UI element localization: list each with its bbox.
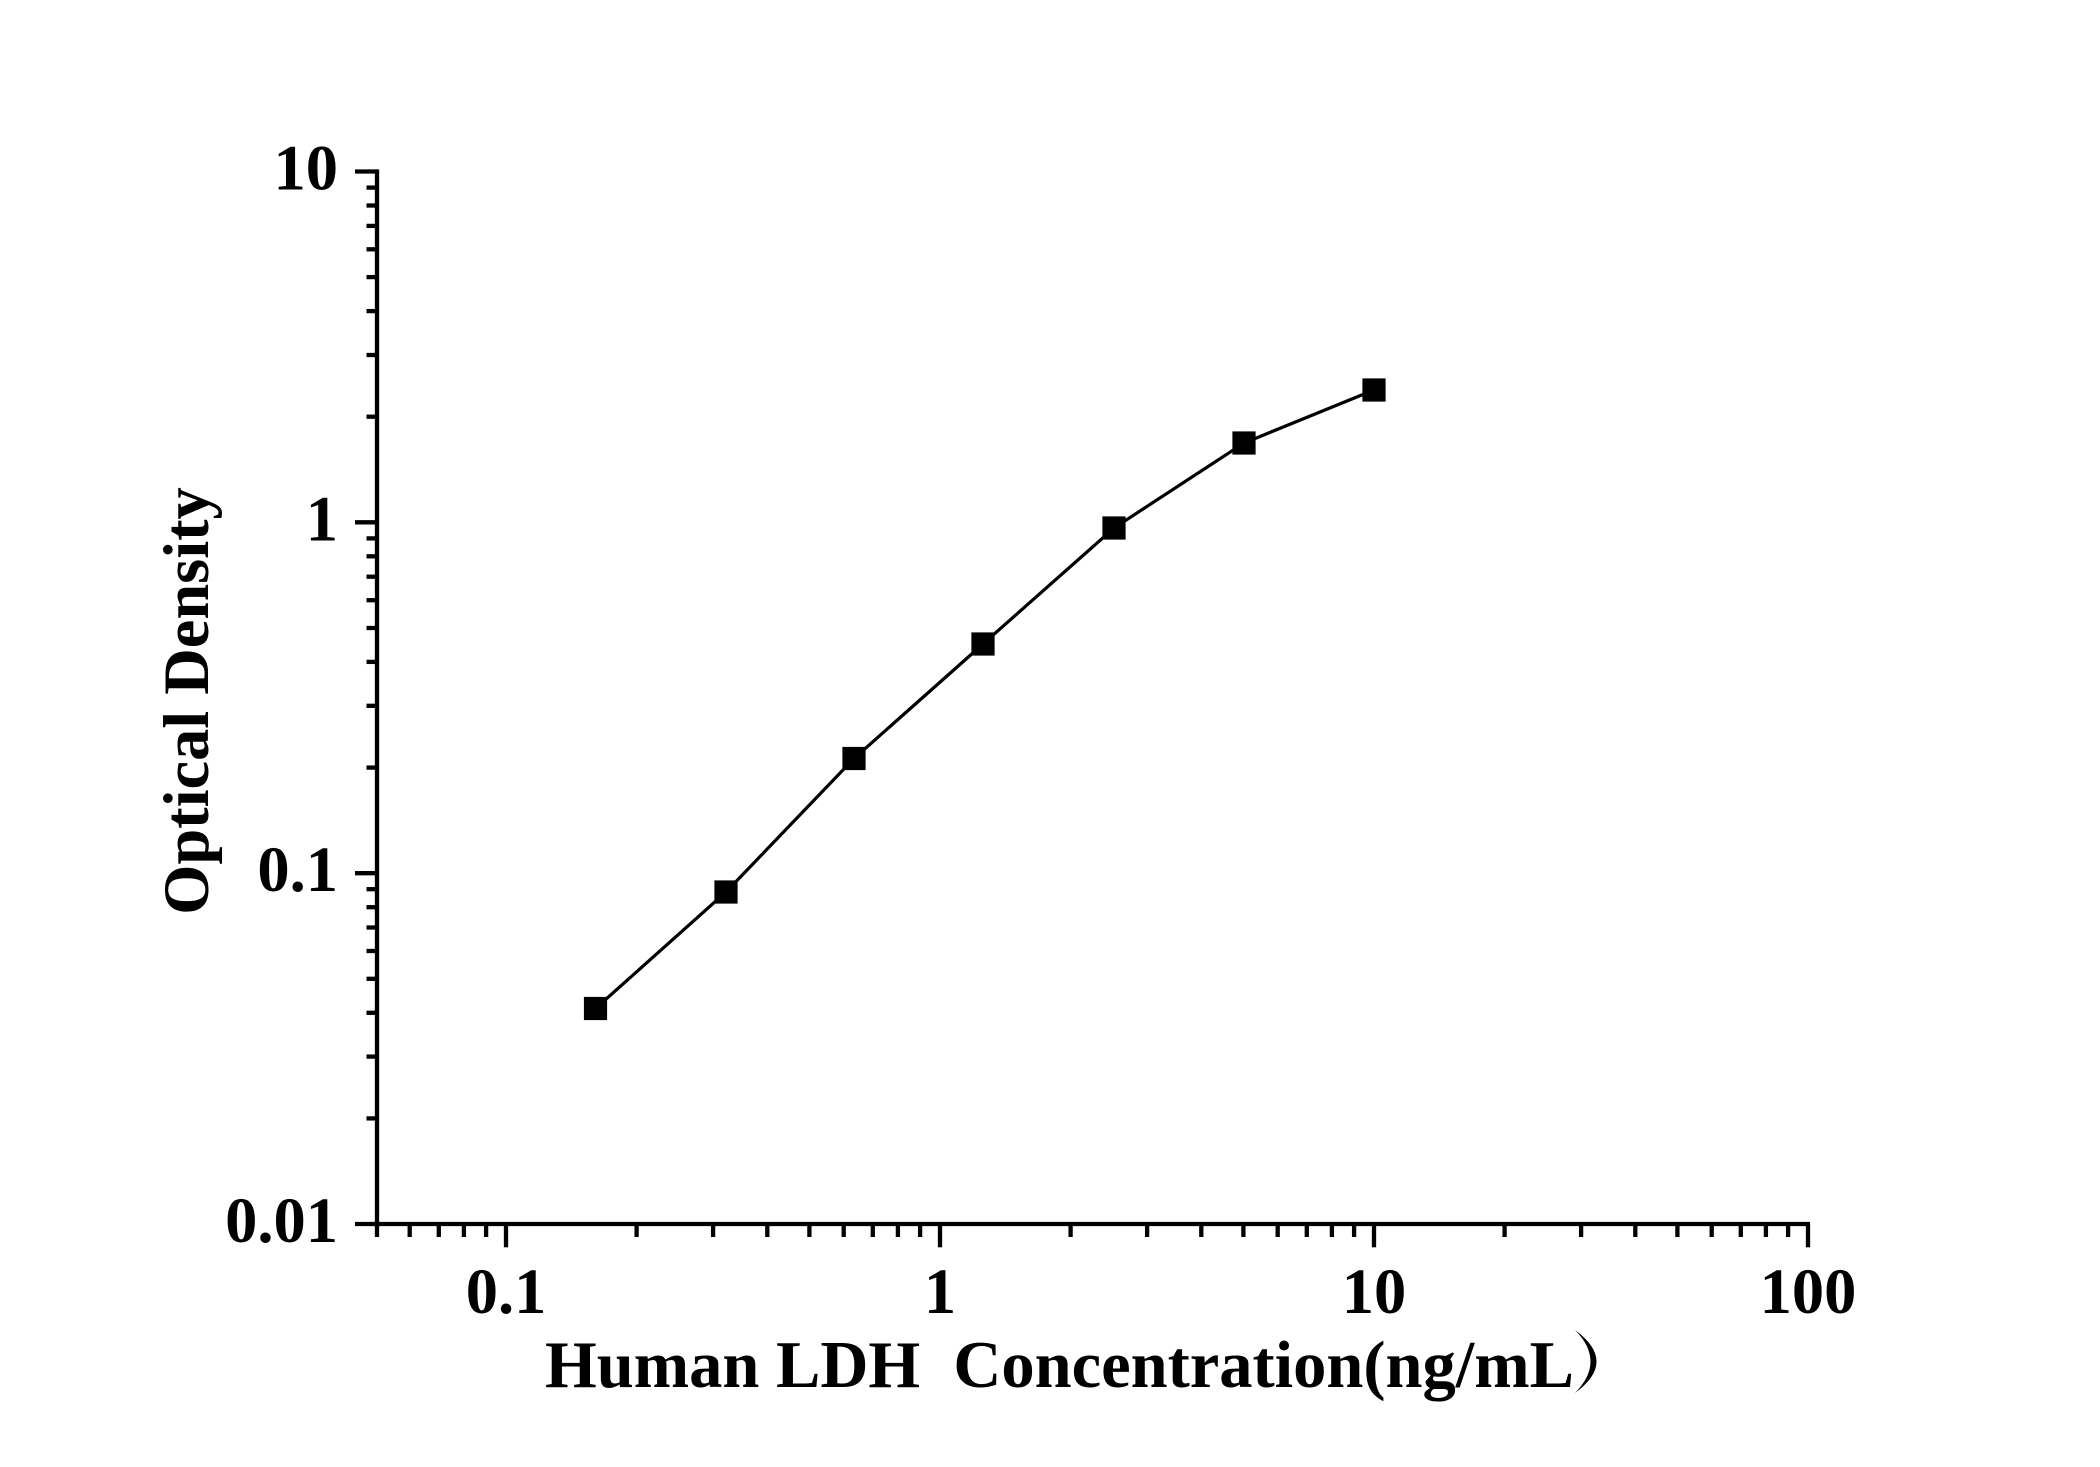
svg-text:100: 100: [1760, 1256, 1857, 1327]
svg-text:Human LDH Concentration(ng/mL: Human LDH Concentration(ng/mL: [545, 1329, 1574, 1402]
svg-text:Optical Density: Optical Density: [151, 487, 222, 914]
svg-text:10: 10: [274, 133, 339, 204]
svg-text:0.1: 0.1: [466, 1256, 547, 1327]
svg-text:1: 1: [924, 1256, 956, 1327]
svg-text:1: 1: [306, 483, 338, 554]
svg-text:0.01: 0.01: [225, 1185, 338, 1256]
svg-text:10: 10: [1342, 1256, 1407, 1327]
svg-text:0.1: 0.1: [257, 834, 338, 905]
